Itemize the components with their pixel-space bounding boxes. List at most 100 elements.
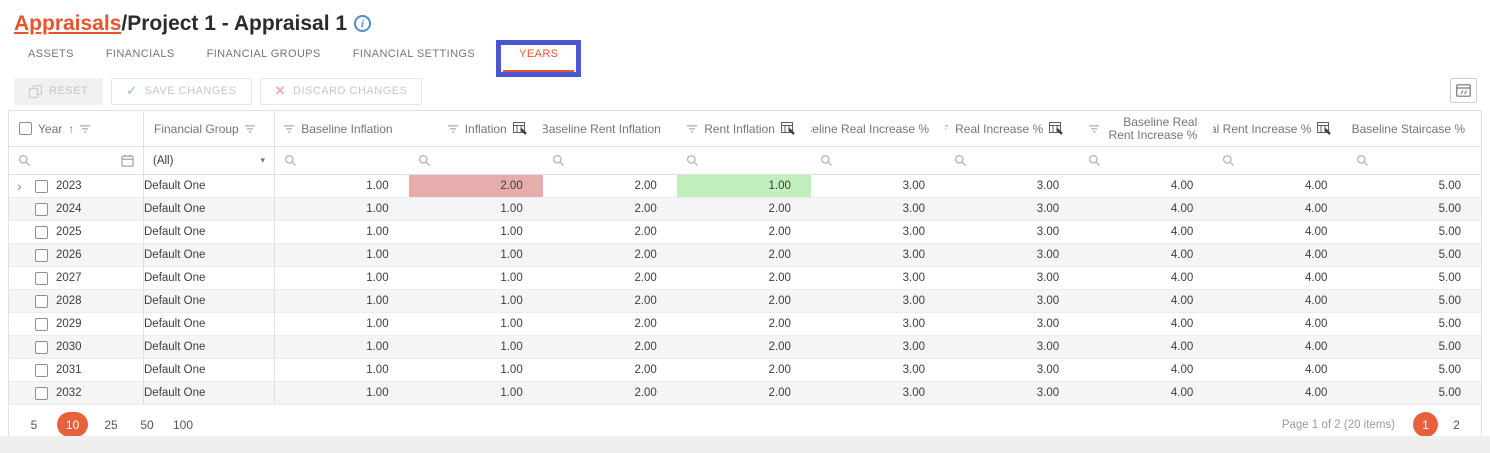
search-icon[interactable] xyxy=(1222,154,1235,167)
header-filter-icon[interactable] xyxy=(945,124,949,133)
filter-cell-baseline-inflation[interactable] xyxy=(274,146,409,175)
table-row[interactable]: › 2025 Default One 1.00 1.00 2.00 2.00 3… xyxy=(8,220,1482,244)
cell-year: › 2030 xyxy=(8,335,144,359)
table-row[interactable]: › 2029 Default One 1.00 1.00 2.00 2.00 3… xyxy=(8,312,1482,336)
row-checkbox[interactable] xyxy=(35,179,48,193)
column-header-baseline-rent-inflation[interactable]: Baseline Rent Inflation xyxy=(542,110,677,147)
page-size-25[interactable]: 25 xyxy=(104,417,118,432)
table-row[interactable]: › 2028 Default One 1.00 1.00 2.00 2.00 3… xyxy=(8,289,1482,313)
header-filter-icon[interactable] xyxy=(447,124,459,133)
cell-real-rent-increase: 4.00 xyxy=(1213,335,1348,359)
column-header-rent-inflation[interactable]: Rent Inflation xyxy=(676,110,811,147)
table-row[interactable]: › 2031 Default One 1.00 1.00 2.00 2.00 3… xyxy=(8,358,1482,382)
header-filter-icon[interactable] xyxy=(244,124,256,133)
cell-inflation: 1.00 xyxy=(408,220,543,244)
table-row[interactable]: › 2027 Default One 1.00 1.00 2.00 2.00 3… xyxy=(8,266,1482,290)
column-header-inflation[interactable]: Inflation xyxy=(408,110,543,147)
row-checkbox[interactable] xyxy=(35,317,48,331)
edit-table-icon[interactable] xyxy=(1317,122,1332,135)
search-icon[interactable] xyxy=(686,154,699,167)
cell-financial-group: Default One xyxy=(143,358,275,382)
filter-cell-baseline-real-rent-increase[interactable] xyxy=(1079,146,1214,175)
year-value: 2031 xyxy=(56,364,82,376)
filter-cell-baseline-staircase[interactable] xyxy=(1347,146,1482,175)
column-header-baseline-staircase[interactable]: Baseline Staircase % xyxy=(1347,110,1482,147)
header-filter-icon[interactable] xyxy=(1089,124,1100,133)
discard-changes-button[interactable]: ✕ DISCARD CHANGES xyxy=(259,77,423,105)
page-size-50[interactable]: 50 xyxy=(140,417,154,432)
tab-financial-groups[interactable]: FINANCIAL GROUPS xyxy=(206,48,321,60)
table-row[interactable]: › 2023 Default One 1.00 2.00 2.00 1.00 3… xyxy=(8,174,1482,198)
calendar-icon[interactable] xyxy=(121,154,134,167)
financial-group-filter-value[interactable]: (All) xyxy=(153,154,174,167)
page-button-1[interactable]: 1 xyxy=(1413,412,1438,437)
select-all-checkbox[interactable] xyxy=(19,122,32,135)
search-icon[interactable] xyxy=(820,154,833,167)
column-header-baseline-inflation[interactable]: Baseline Inflation xyxy=(274,110,409,147)
cell-baseline-inflation: 1.00 xyxy=(274,335,409,359)
row-checkbox[interactable] xyxy=(35,202,48,216)
info-icon[interactable]: i xyxy=(354,15,372,32)
reset-button[interactable]: RESET xyxy=(14,77,104,105)
filter-cell-real-rent-increase[interactable] xyxy=(1213,146,1348,175)
filter-cell-baseline-real-increase[interactable] xyxy=(810,146,946,175)
edit-table-icon[interactable] xyxy=(512,122,527,135)
tab-years[interactable]: YEARS xyxy=(496,40,582,77)
tab-financial-settings[interactable]: FINANCIAL SETTINGS xyxy=(352,48,476,60)
header-filter-icon[interactable] xyxy=(687,124,698,133)
page-size-5[interactable]: 5 xyxy=(30,417,38,432)
row-checkbox[interactable] xyxy=(35,294,48,308)
cell-year: › 2024 xyxy=(8,197,144,221)
column-header-year[interactable]: Year ↑ xyxy=(8,110,144,147)
filter-cell-baseline-rent-inflation[interactable] xyxy=(542,146,677,175)
table-row[interactable]: › 2032 Default One 1.00 1.00 2.00 2.00 3… xyxy=(8,381,1482,405)
page-size-100[interactable]: 100 xyxy=(172,417,194,432)
column-chooser-icon xyxy=(1456,84,1471,97)
edit-table-icon[interactable] xyxy=(1049,122,1064,135)
column-chooser-button[interactable] xyxy=(1450,78,1477,103)
cell-real-rent-increase: 4.00 xyxy=(1213,358,1348,382)
header-filter-icon[interactable] xyxy=(80,124,91,133)
search-icon[interactable] xyxy=(1356,154,1369,167)
filter-cell-year[interactable] xyxy=(8,146,144,175)
page-size-10[interactable]: 10 xyxy=(57,412,88,437)
search-icon[interactable] xyxy=(954,154,967,167)
cell-financial-group: Default One xyxy=(143,312,275,336)
tab-assets[interactable]: ASSETS xyxy=(28,48,74,60)
row-expand-icon[interactable]: › xyxy=(17,178,22,194)
search-icon[interactable] xyxy=(418,154,431,167)
table-row[interactable]: › 2030 Default One 1.00 1.00 2.00 2.00 3… xyxy=(8,335,1482,359)
row-checkbox[interactable] xyxy=(35,225,48,239)
row-checkbox[interactable] xyxy=(35,248,48,262)
column-header-real-rent-increase[interactable]: Real Rent Increase % xyxy=(1213,110,1348,147)
header-filter-icon[interactable] xyxy=(284,124,295,133)
filter-cell-inflation[interactable] xyxy=(408,146,543,175)
page-button-2[interactable]: 2 xyxy=(1453,417,1460,432)
filter-cell-financial-group[interactable]: (All) ▾ xyxy=(143,146,275,175)
search-icon[interactable] xyxy=(552,154,565,167)
search-icon[interactable] xyxy=(284,154,297,167)
column-header-real-increase[interactable]: Real Increase % xyxy=(945,110,1080,147)
filter-cell-rent-inflation[interactable] xyxy=(676,146,811,175)
breadcrumb-link-appraisals[interactable]: Appraisals xyxy=(14,12,122,35)
save-changes-button[interactable]: ✓ SAVE CHANGES xyxy=(111,77,252,105)
search-icon[interactable] xyxy=(18,154,31,167)
filter-cell-real-increase[interactable] xyxy=(945,146,1080,175)
cell-financial-group: Default One xyxy=(143,243,275,267)
row-checkbox[interactable] xyxy=(35,363,48,377)
column-header-baseline-real-increase[interactable]: Baseline Real Increase % xyxy=(810,110,946,147)
cell-financial-group: Default One xyxy=(143,335,275,359)
tab-financials[interactable]: FINANCIALS xyxy=(105,48,175,60)
row-checkbox[interactable] xyxy=(35,386,48,400)
cell-rent-inflation: 2.00 xyxy=(676,220,811,244)
column-header-financial-group[interactable]: Financial Group xyxy=(143,110,275,147)
chevron-down-icon[interactable]: ▾ xyxy=(260,155,265,165)
table-row[interactable]: › 2026 Default One 1.00 1.00 2.00 2.00 3… xyxy=(8,243,1482,267)
row-checkbox[interactable] xyxy=(35,340,48,354)
row-checkbox[interactable] xyxy=(35,271,48,285)
search-icon[interactable] xyxy=(1088,154,1101,167)
table-row[interactable]: › 2024 Default One 1.00 1.00 2.00 2.00 3… xyxy=(8,197,1482,221)
column-header-baseline-real-rent-increase[interactable]: Baseline Real Rent Increase % xyxy=(1079,110,1214,147)
edit-table-icon[interactable] xyxy=(780,122,795,135)
grid-toolbar: RESET ✓ SAVE CHANGES ✕ DISCARD CHANGES xyxy=(0,72,1490,110)
